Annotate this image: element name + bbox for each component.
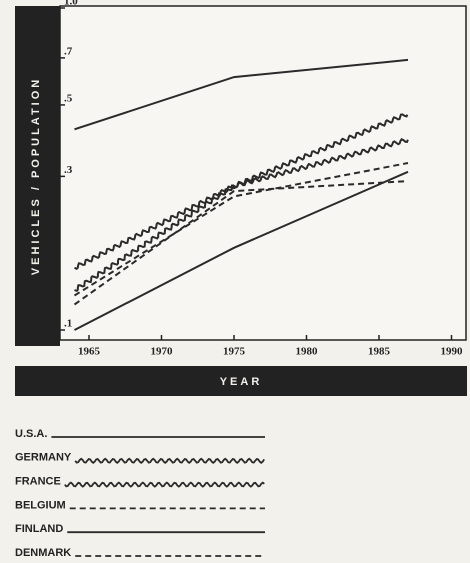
line [74, 170, 409, 331]
x-band [15, 366, 467, 396]
wave [74, 113, 409, 292]
legend-label: FRANCE [15, 476, 61, 488]
legend-swatch [74, 457, 265, 464]
legend-swatch [64, 481, 265, 488]
y-axis-label: VEHICLES / POPULATION [30, 77, 42, 275]
legend-label: GERMANY [15, 452, 72, 464]
line [73, 180, 409, 306]
legend-label: BELGIUM [15, 499, 66, 511]
x-tick-label: 1965 [78, 346, 101, 358]
legend-label: DENMARK [15, 547, 71, 559]
x-tick-label: 1980 [296, 346, 319, 358]
legend-label: FINLAND [15, 523, 63, 535]
x-tick-label: 1985 [368, 346, 391, 358]
y-tick-label: .1 [64, 318, 72, 330]
line [73, 162, 409, 297]
x-tick-label: 1990 [441, 346, 464, 358]
legend-label: U.S.A. [15, 428, 47, 440]
y-tick-label: .5 [64, 92, 73, 104]
line [74, 58, 409, 131]
y-band [15, 6, 60, 346]
y-tick-label: .3 [64, 164, 73, 176]
y-tick-label: 1.0 [64, 0, 78, 8]
x-tick-label: 1975 [223, 346, 246, 358]
x-axis-label: YEAR [220, 376, 263, 388]
x-tick-label: 1970 [151, 346, 174, 358]
y-tick-label: .7 [64, 45, 73, 57]
